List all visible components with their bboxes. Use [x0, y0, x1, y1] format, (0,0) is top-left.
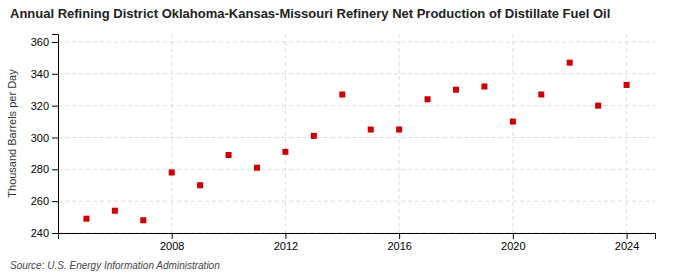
x-grid-line	[512, 34, 513, 233]
point	[311, 133, 317, 139]
y-tick-label: 300	[31, 132, 49, 144]
y-tick-mark	[52, 74, 58, 75]
y-tick-mark	[52, 42, 58, 43]
x-tick-mark	[399, 233, 400, 239]
y-tick-mark	[52, 201, 58, 202]
point	[538, 91, 544, 97]
y-tick: 360	[31, 36, 58, 48]
point	[83, 216, 89, 222]
y-tick-mark	[52, 169, 58, 170]
x-axis-line	[59, 234, 656, 240]
x-tick-mark	[285, 233, 286, 239]
point	[595, 103, 601, 109]
y-tick: 260	[31, 195, 58, 207]
point	[197, 182, 203, 188]
x-grid-line	[626, 34, 627, 233]
point	[425, 96, 431, 102]
x-tick-label: 2024	[615, 240, 639, 252]
point	[368, 127, 374, 133]
point	[339, 91, 345, 97]
x-grid-line	[399, 34, 400, 233]
x-tick: 2020	[501, 233, 525, 252]
point	[396, 127, 402, 133]
y-tick: 300	[31, 132, 58, 144]
x-tick-label: 2012	[274, 240, 298, 252]
y-tick: 320	[31, 100, 58, 112]
y-grid-line	[58, 73, 655, 74]
y-axis-line	[52, 35, 59, 234]
y-tick: 340	[31, 68, 58, 80]
x-tick-label: 2016	[387, 240, 411, 252]
point	[453, 87, 459, 93]
point	[140, 217, 146, 223]
y-grid-line	[58, 105, 655, 106]
y-tick-label: 240	[31, 227, 49, 239]
point	[226, 152, 232, 158]
x-grid-line	[285, 34, 286, 233]
point	[169, 170, 175, 176]
point	[510, 119, 516, 125]
y-grid-line	[58, 137, 655, 138]
grid	[58, 34, 655, 233]
x-tick: 2016	[387, 233, 411, 252]
point	[254, 165, 260, 171]
x-grid-line	[171, 34, 172, 233]
y-tick: 240	[31, 227, 58, 239]
y-tick-mark	[52, 137, 58, 138]
y-tick-mark	[52, 106, 58, 107]
x-tick-label: 2020	[501, 240, 525, 252]
y-grid-line	[58, 169, 655, 170]
y-grid-line	[58, 201, 655, 202]
x-axis: 2008 2012 2016 2020 2024	[59, 233, 656, 252]
point	[624, 82, 630, 88]
x-tick-mark	[513, 233, 514, 239]
x-tick: 2024	[615, 233, 639, 252]
y-tick-label: 260	[31, 195, 49, 207]
y-axis-label: Thousand Barrels per Day	[6, 69, 18, 198]
x-tick-mark	[627, 233, 628, 239]
y-tick-label: 340	[31, 68, 49, 80]
x-tick-label: 2008	[160, 240, 184, 252]
x-tick-mark	[172, 233, 173, 239]
y-axis: 240 260 280 300 320 340 360	[31, 35, 59, 240]
y-tick-label: 360	[31, 36, 49, 48]
chart: Annual Refining District Oklahoma-Kansas…	[0, 0, 675, 275]
x-tick: 2008	[160, 233, 184, 252]
point	[481, 84, 487, 90]
title: Annual Refining District Oklahoma-Kansas…	[10, 6, 610, 21]
source-note: Source: U.S. Energy Information Administ…	[10, 260, 220, 271]
x-tick: 2012	[274, 233, 298, 252]
y-tick: 280	[31, 163, 58, 175]
y-tick-label: 320	[31, 100, 49, 112]
y-tick-label: 280	[31, 163, 49, 175]
plot-area: 2008 2012 2016 2020 2024 240 260 280 300 320 340 36…	[31, 34, 656, 252]
point	[567, 60, 573, 66]
point	[282, 149, 288, 155]
y-tick-mark	[52, 233, 58, 234]
y-grid-line	[58, 41, 655, 42]
point	[112, 208, 118, 214]
points	[83, 60, 629, 224]
